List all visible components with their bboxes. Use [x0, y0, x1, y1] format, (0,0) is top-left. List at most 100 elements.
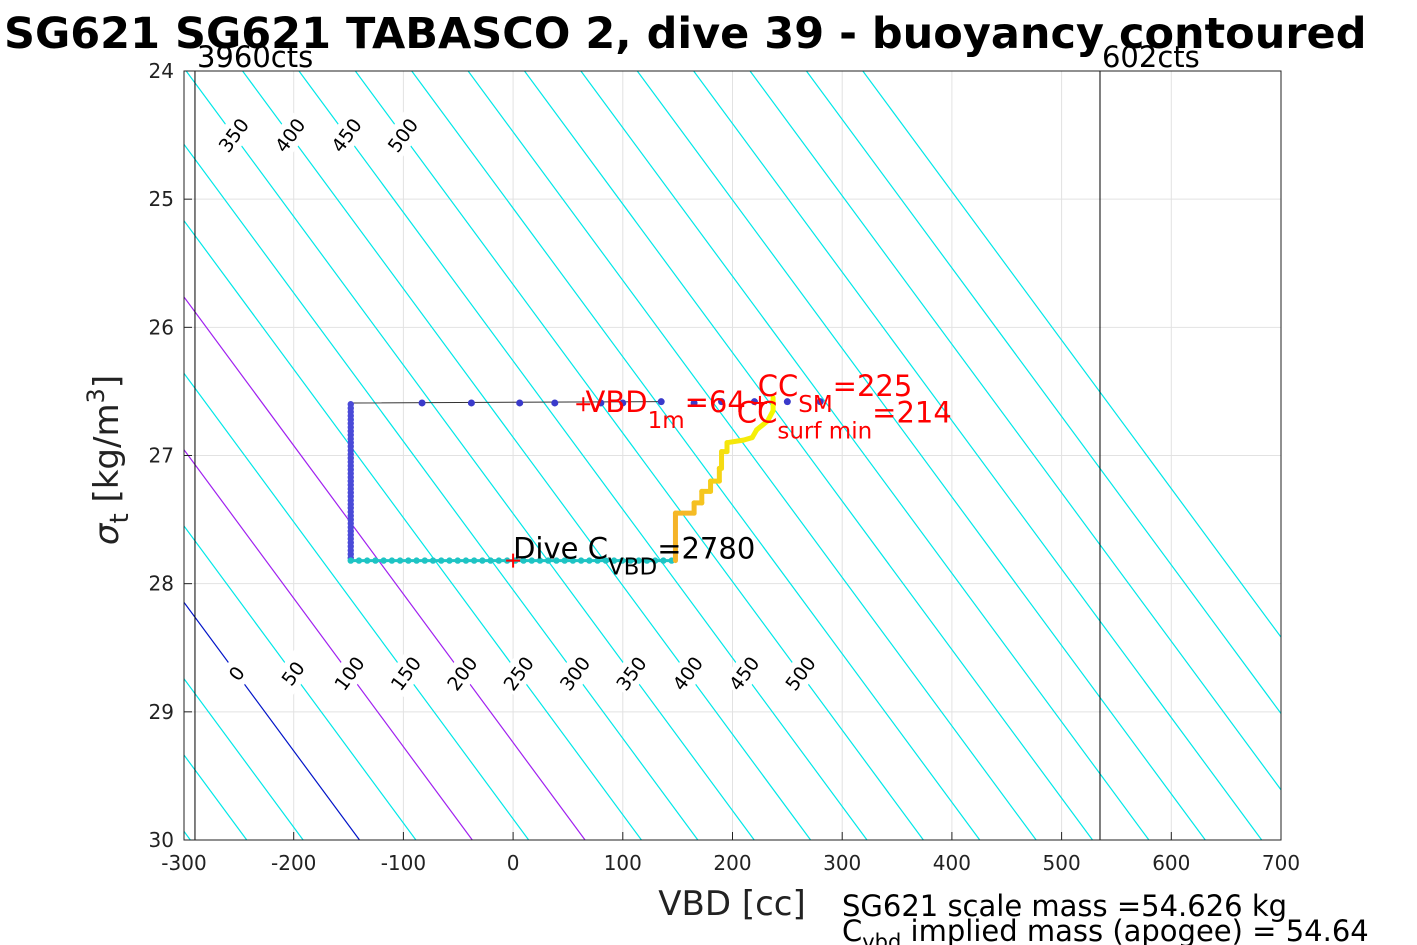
contour-line-200: [184, 296, 586, 840]
contour-line--300: [0, 71, 21, 840]
contour-label-bottom-bg-10: [552, 649, 598, 698]
contour-label-bottom-bg-5: [270, 649, 316, 698]
descent-point-5: [619, 399, 627, 407]
x-tick-label-7: 400: [933, 851, 971, 875]
y-axis-label: σt [kg/m3]: [82, 375, 135, 545]
annotation-vbd-1m-sub: 1m: [648, 408, 685, 434]
x-axis-label: VBD [cc]: [658, 884, 806, 924]
contour-line--50: [184, 677, 304, 840]
contour-label-bottom-bg-7: [383, 649, 428, 698]
vbd-limit-label-0: 3960cts: [197, 40, 313, 74]
contour-label-bottom-bg-14: [777, 649, 823, 698]
footer-line-2: Cvbd implied mass (apogee) = 54.64: [842, 914, 1369, 945]
descent-point-2: [516, 399, 524, 407]
contour-line-250: [184, 219, 642, 840]
apogee-point: [635, 557, 642, 564]
apogee-point: [561, 557, 568, 564]
y-tick-label-6: 30: [149, 828, 174, 852]
footer-rest: implied mass (apogee) = 54.64: [901, 914, 1368, 945]
contour-line-950: [862, 71, 1281, 639]
contour-label-bottom-bg-9: [496, 649, 541, 698]
apogee-point: [545, 557, 552, 564]
apogee-point: [536, 557, 544, 564]
apogee-point: [651, 557, 659, 564]
contour-line-750: [636, 71, 1206, 840]
apogee-point: [594, 557, 601, 564]
y-tick-label-5: 29: [149, 700, 174, 724]
descent-point-10: [783, 398, 791, 406]
apogee-point: [388, 557, 396, 564]
apogee-point: [347, 557, 354, 564]
annotation-cc-surf-min-main: CC: [737, 396, 778, 430]
contour-line--250: [0, 71, 78, 840]
y-label-sub: t: [105, 513, 135, 523]
descent-point-4: [597, 399, 605, 407]
annotation-cc-surf-min-value: =214: [872, 396, 952, 430]
apogee-point: [446, 557, 453, 564]
descent-point-11: [816, 398, 824, 406]
contour-line-0: [184, 601, 361, 840]
contour-label-top-bg-18: [380, 111, 426, 159]
apogee-point: [454, 557, 461, 564]
apogee-point: [413, 557, 420, 564]
apogee-point: [495, 557, 503, 564]
contour-line-400: [242, 71, 812, 840]
descent-point-3: [551, 399, 559, 407]
apogee-point: [487, 557, 494, 564]
contour-lines: [0, 71, 1281, 840]
y-label-units: [kg/m: [87, 403, 127, 513]
contour-line-350: [185, 71, 755, 840]
x-tick-label-8: 500: [1043, 851, 1081, 875]
annotation-dive-c-vbd: Dive CVBD=2780: [513, 532, 755, 581]
apogee-point: [619, 557, 626, 564]
descent-point-7: [690, 399, 698, 407]
contour-line-550: [411, 71, 981, 840]
contour-line-500: [354, 71, 924, 840]
contour-label-bottom-bg-12: [665, 649, 710, 698]
contour-label-top-bg-16: [267, 111, 313, 159]
x-tick-label-5: 200: [713, 851, 751, 875]
apogee-point: [462, 557, 470, 564]
x-tick-label-1: -200: [271, 851, 316, 875]
x-tick-label-10: 700: [1262, 851, 1300, 875]
apogee-point: [396, 557, 404, 564]
y-tick-label-3: 27: [149, 444, 174, 468]
y-label-sup: 3: [82, 388, 110, 403]
annotation-cc-sm: CCSM=225: [758, 369, 913, 418]
descent-point-0: [418, 399, 426, 407]
red-markers: [506, 395, 767, 568]
x-tick-label-0: -300: [161, 851, 206, 875]
descent-point-1: [467, 399, 475, 407]
apogee-point: [627, 557, 634, 564]
apogee-point: [421, 557, 428, 564]
x-tick-label-6: 300: [823, 851, 861, 875]
annotation-cc-surf-min: CCsurf min=214: [737, 396, 952, 445]
descent-point-8: [718, 398, 726, 406]
contour-label-bottom-bg-8: [439, 649, 485, 698]
chart-title: SG621 SG621 TABASCO 2, dive 39 - buoyanc…: [4, 9, 1366, 59]
apogee-point: [372, 557, 379, 564]
contour-line-800: [693, 71, 1263, 840]
x-tick-label-9: 600: [1152, 851, 1190, 875]
x-tick-label-3: 0: [507, 851, 520, 875]
contour-label-bottom-bg-11: [608, 649, 654, 698]
apogee-point: [479, 557, 486, 564]
annotation-vbd-1m: VBD1m=64: [586, 385, 746, 434]
contour-label-top-bg-15: [211, 111, 256, 159]
y-label-close: ]: [87, 375, 127, 388]
contour-line-300: [184, 143, 699, 840]
dive-series: [347, 395, 824, 564]
apogee-point: [355, 557, 363, 564]
annotation-vbd-1m-main: VBD: [586, 385, 648, 419]
footer-c: C: [842, 914, 862, 945]
apogee-point: [586, 557, 593, 564]
y-label-sigma: σ: [87, 522, 127, 545]
x-tick-label-2: -100: [381, 851, 426, 875]
climb-segment-13: [724, 437, 746, 446]
y-tick-label-4: 28: [149, 572, 174, 596]
contour-label-bottom-bg-6: [326, 649, 372, 698]
apogee-point: [470, 557, 478, 564]
apogee-point: [380, 557, 387, 564]
apogee-point: [438, 557, 445, 564]
